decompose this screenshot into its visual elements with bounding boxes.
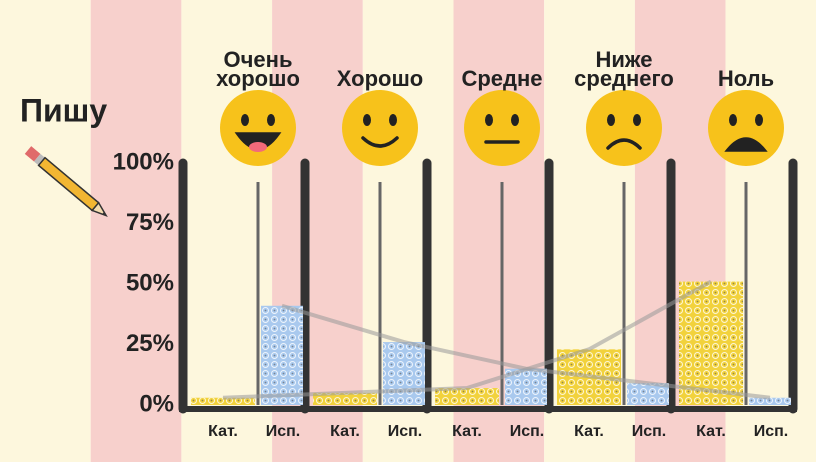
category-header: Средне xyxy=(461,66,543,91)
background-stripe xyxy=(0,0,91,462)
eye xyxy=(607,114,615,126)
bar-texture xyxy=(313,392,377,405)
mouth xyxy=(724,137,768,152)
emoji-face xyxy=(708,90,784,166)
y-tick-label: 100% xyxy=(113,148,174,175)
bar-texture xyxy=(435,388,499,405)
eye xyxy=(389,114,397,126)
category-header: Ноль xyxy=(717,66,775,91)
eye xyxy=(267,114,275,126)
x-tick-label: Исп. xyxy=(266,423,301,440)
face xyxy=(464,90,540,166)
tongue xyxy=(249,142,267,152)
bar-texture xyxy=(749,397,791,405)
emoji-face xyxy=(464,90,540,166)
mouth xyxy=(606,138,642,150)
bar-texture xyxy=(191,397,255,405)
bar-texture xyxy=(261,305,303,405)
y-tick-label: 0% xyxy=(139,390,174,417)
category-header: Очень хорошо xyxy=(216,47,300,91)
eye xyxy=(241,114,249,126)
y-tick-label: 25% xyxy=(126,330,174,357)
eye xyxy=(511,114,519,126)
x-tick-label: Исп. xyxy=(388,423,423,440)
emoji-face xyxy=(220,90,296,166)
eye xyxy=(633,114,641,126)
y-tick-label: 75% xyxy=(126,209,174,236)
emoji-face xyxy=(342,90,418,166)
x-tick-label: Исп. xyxy=(632,423,667,440)
category-header: Хорошо xyxy=(336,66,424,91)
x-tick-label: Кат. xyxy=(452,423,482,440)
category-header: Ниже среднего xyxy=(574,47,674,91)
eye xyxy=(485,114,493,126)
bar-texture xyxy=(627,383,669,405)
x-tick-label: Исп. xyxy=(754,423,789,440)
pencil-icon xyxy=(24,146,108,217)
eye xyxy=(363,114,371,126)
face xyxy=(708,90,784,166)
bar-texture xyxy=(679,281,743,405)
face xyxy=(342,90,418,166)
x-tick-label: Кат. xyxy=(574,423,604,440)
x-tick-label: Кат. xyxy=(330,423,360,440)
eye xyxy=(729,114,737,126)
emoji-face xyxy=(586,90,662,166)
x-tick-label: Кат. xyxy=(696,423,726,440)
trend-line xyxy=(222,279,712,400)
background-stripe xyxy=(90,0,182,462)
face xyxy=(586,90,662,166)
y-tick-label: 50% xyxy=(126,269,174,296)
bar-texture xyxy=(383,342,425,405)
trend-line xyxy=(281,303,771,400)
chart-title: Пишу xyxy=(20,92,107,128)
mouth xyxy=(361,136,399,148)
x-tick-label: Исп. xyxy=(510,423,545,440)
face xyxy=(220,90,296,166)
x-tick-label: Кат. xyxy=(208,423,238,440)
eye xyxy=(755,114,763,126)
